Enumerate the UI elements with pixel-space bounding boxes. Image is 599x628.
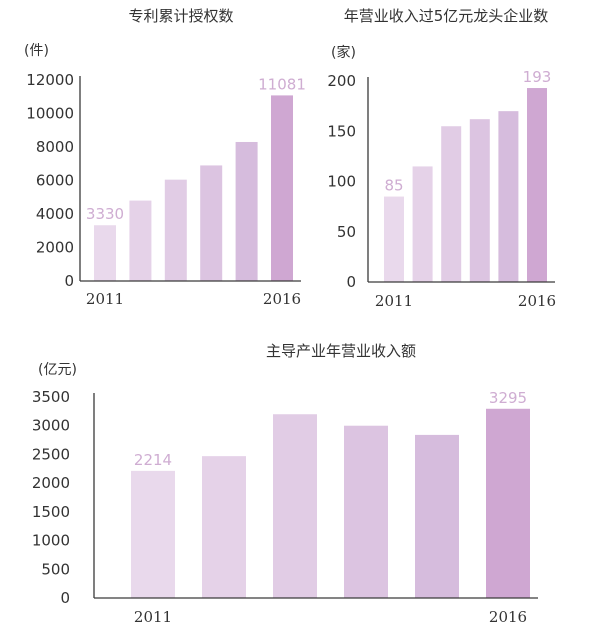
chart-industry-revenue: 主导产业年营业收入额 (亿元) 0 500 1000 1500 2000 2500 3000 35… — [32, 342, 538, 626]
data-label: 2214 — [134, 451, 172, 469]
y-tick-label: 2000 — [36, 239, 74, 257]
bar-2014 — [469, 119, 490, 282]
y-tick-label: 2000 — [32, 474, 70, 492]
y-tick-label: 50 — [337, 223, 356, 241]
chart-patents: 专利累计授权数 (件) 0 2000 4000 6000 8000 10000 12000 333… — [24, 7, 306, 308]
y-tick-label: 1000 — [32, 532, 70, 550]
bar-2013 — [441, 126, 462, 282]
chart-title: 年营业收入过5亿元龙头企业数 — [344, 7, 549, 25]
chart-title: 专利累计授权数 — [128, 7, 233, 25]
y-tick-label: 150 — [327, 122, 356, 140]
data-label: 85 — [384, 177, 403, 195]
y-tick-label: 3500 — [32, 388, 70, 406]
bar-2015 — [235, 141, 258, 281]
y-axis-unit: (亿元) — [38, 362, 77, 378]
bar-2012 — [129, 200, 152, 281]
x-tick-label: 2016 — [518, 292, 556, 310]
y-tick-label: 2500 — [32, 445, 70, 463]
y-tick-label: 8000 — [36, 138, 74, 156]
x-tick-label: 2016 — [263, 290, 301, 308]
y-tick-label: 0 — [64, 272, 74, 290]
data-label: 11081 — [258, 75, 306, 93]
y-tick-label: 3000 — [32, 417, 70, 435]
y-axis-unit: (件) — [24, 43, 49, 59]
x-tick-label: 2011 — [134, 608, 172, 626]
bar-2013 — [164, 179, 187, 281]
bar-2016 — [271, 95, 293, 281]
chart-leading-firms: 年营业收入过5亿元龙头企业数 (家) 0 50 100 150 200 85 2011 193 20… — [327, 7, 556, 310]
bar-2012 — [412, 166, 433, 282]
data-label: 193 — [523, 68, 552, 86]
x-tick-label: 2011 — [86, 290, 124, 308]
y-axis-unit: (家) — [331, 44, 356, 61]
bar-2013 — [273, 414, 317, 598]
y-tick-label: 500 — [41, 560, 70, 578]
data-label: 3295 — [489, 389, 527, 407]
bar-2014 — [200, 165, 223, 281]
bar-2012 — [202, 456, 246, 598]
y-tick-label: 100 — [327, 173, 356, 191]
y-tick-label: 12000 — [26, 71, 74, 89]
y-tick-label: 200 — [327, 72, 356, 90]
bar-2016 — [527, 88, 547, 282]
y-tick-label: 1500 — [32, 503, 70, 521]
y-tick-label: 0 — [346, 273, 356, 291]
y-tick-label: 0 — [60, 589, 70, 607]
y-tick-label: 4000 — [36, 205, 74, 223]
bar-2011 — [384, 196, 404, 282]
y-tick-label: 10000 — [26, 105, 74, 123]
bar-2014 — [344, 425, 388, 598]
bar-2015 — [415, 434, 459, 598]
x-tick-label: 2016 — [489, 608, 527, 626]
x-tick-label: 2011 — [375, 292, 413, 310]
bar-2011 — [94, 225, 116, 281]
data-label: 3330 — [86, 205, 124, 223]
y-tick-label: 6000 — [36, 172, 74, 190]
bar-2011 — [131, 470, 175, 598]
chart-title: 主导产业年营业收入额 — [266, 342, 416, 360]
bar-2015 — [498, 111, 519, 283]
bar-2016 — [486, 408, 530, 598]
